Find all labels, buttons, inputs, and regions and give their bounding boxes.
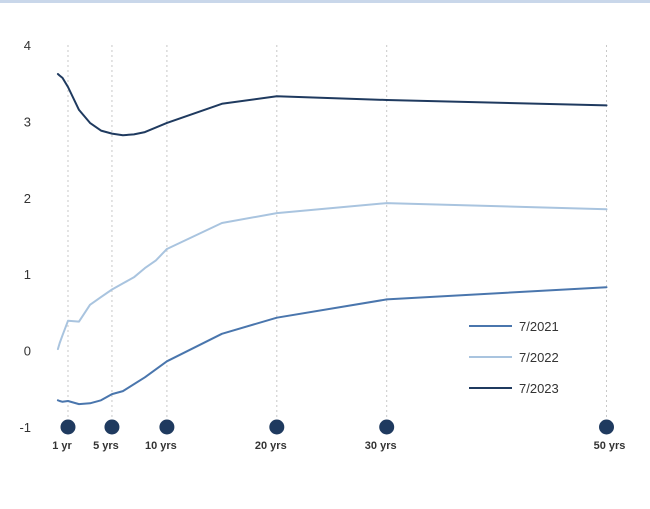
top-rule [0, 0, 650, 3]
y-tick-label: 3 [24, 114, 31, 129]
x-tick-marker [60, 419, 76, 435]
x-tick-label: 50 yrs [594, 440, 626, 452]
x-tick-label: 10 yrs [145, 440, 177, 452]
x-tick-marker [269, 419, 285, 435]
y-tick-label: 0 [24, 344, 31, 359]
y-axis: -1 0 1 2 3 4 [19, 38, 31, 435]
y-tick-label: 1 [24, 267, 31, 282]
x-tick-label: 20 yrs [255, 440, 287, 452]
x-tick-marker [599, 419, 615, 435]
x-tick-marker [379, 419, 395, 435]
series-line-7-2022 [56, 202, 608, 351]
x-tick-marker [159, 419, 175, 435]
y-tick-label: -1 [19, 420, 31, 435]
x-tick-label: 30 yrs [365, 440, 397, 452]
series-line-7-2021 [56, 286, 608, 406]
x-tick-marker [104, 419, 120, 435]
x-tick-label: 1 yr [52, 440, 72, 452]
grid-layer [67, 45, 608, 427]
x-tick-label: 5 yrs [93, 440, 119, 452]
x-axis-markers [60, 419, 615, 435]
series-layer [56, 73, 608, 406]
legend: 7/2021 7/2022 7/2023 [469, 319, 559, 396]
legend-label: 7/2023 [519, 381, 559, 396]
y-tick-label: 4 [24, 38, 31, 53]
x-axis: 1 yr 5 yrs 10 yrs 20 yrs 30 yrs 50 yrs [52, 440, 625, 452]
legend-label: 7/2021 [519, 319, 559, 334]
series-line-7-2023 [56, 73, 608, 137]
legend-label: 7/2022 [519, 350, 559, 365]
y-tick-label: 2 [24, 191, 31, 206]
